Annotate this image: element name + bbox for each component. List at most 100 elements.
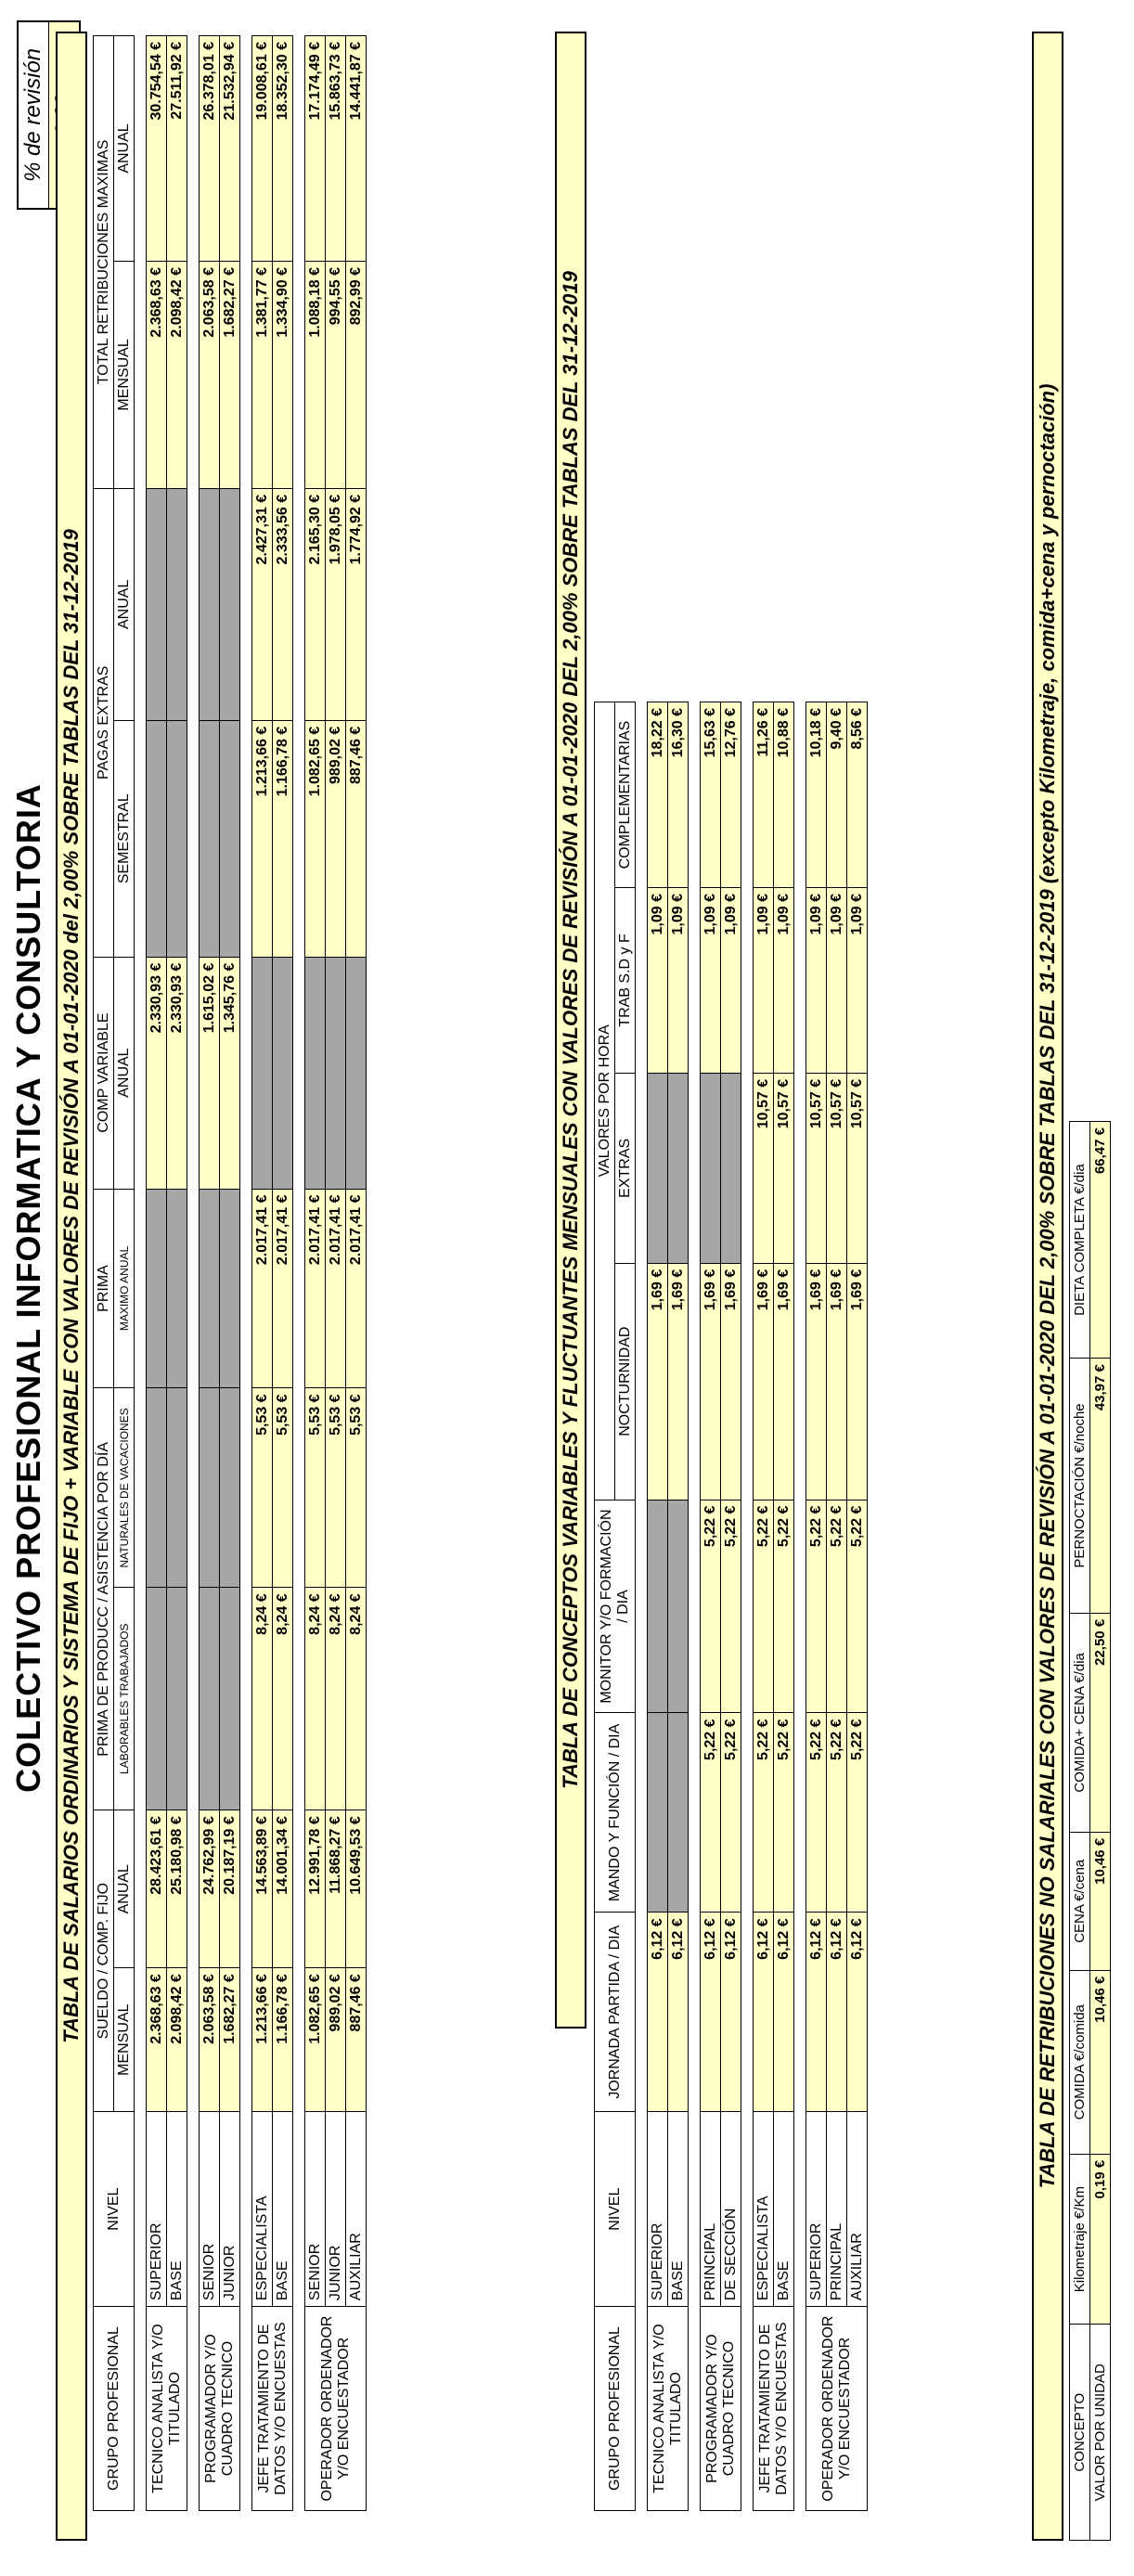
- t1-cell-nat: 5,53 €: [251, 1387, 273, 1588]
- t1-cell-tot_anual: 19.008,61 €: [251, 35, 273, 262]
- t1-h-total: TOTAL RETRIBUCIONES MAXIMAS: [93, 35, 114, 489]
- t1-cell-mensual: 2.098,42 €: [166, 1967, 187, 2112]
- t1-cell-tot_mensual: 892,99 €: [345, 261, 367, 489]
- t1-h-comp-anual: ANUAL: [113, 957, 135, 1190]
- t1-cell-mensual: 2.368,63 €: [146, 1967, 167, 2112]
- t1-h-mensual: MENSUAL: [113, 1967, 135, 2112]
- t1-cell-anual: 20.187,19 €: [219, 1810, 240, 1968]
- table-row: JEFE TRATAMIENTO DE DATOS Y/O ENCUESTAS E…: [251, 35, 293, 2511]
- t1-cell-mensual: 1.082,65 €: [304, 1967, 326, 2112]
- t1-cell-sem: 1.166,78 €: [272, 720, 293, 958]
- t2-nivel: ESPECIALISTA: [753, 2111, 774, 2307]
- t1-group-name: JEFE TRATAMIENTO DE DATOS Y/O ENCUESTAS: [251, 2306, 293, 2511]
- t3-label: CONCEPTO: [1069, 2324, 1090, 2541]
- t2-group-name: JEFE TRATAMIENTO DE DATOS Y/O ENCUESTAS: [753, 2306, 794, 2511]
- t1-cell-tot_anual: 17.174,49 €: [304, 35, 326, 262]
- t1-cell-nat: 5,53 €: [272, 1387, 293, 1588]
- t1-cell-anual: 12.991,78 €: [304, 1810, 326, 1968]
- t2-cell-comp: 18,22 €: [647, 702, 668, 888]
- table1-title: TABLA DE SALARIOS ORDINARIOS Y SISTEMA D…: [56, 32, 87, 2541]
- t1-cell-tot_mensual: 994,55 €: [325, 261, 346, 489]
- t1-cell-empty: [325, 957, 346, 1190]
- t1-cell-comp: 2.330,93 €: [166, 957, 187, 1190]
- t1-cell-mensual: 1.682,27 €: [219, 1967, 240, 2112]
- t2-cell-mando: 5,22 €: [773, 1712, 794, 1913]
- t3-label: CENA €/cena: [1069, 1832, 1090, 1971]
- t1-group-name: OPERADOR ORDENADOR Y/O ENCUESTADOR: [304, 2306, 367, 2511]
- t1-cell-nat: 5,53 €: [325, 1387, 346, 1588]
- t1-h-anual: ANUAL: [113, 1810, 135, 1968]
- t1-cell-empty: [146, 1189, 167, 1388]
- t2-cell-jornada: 6,12 €: [667, 1912, 689, 2112]
- t2-h-jornada: JORNADA PARTIDA / DIA: [594, 1912, 636, 2112]
- t2-cell-monitor: 5,22 €: [773, 1500, 794, 1713]
- table-row: TECNICO ANALISTA Y/O TITULADO SUPERIOR 6,1…: [647, 702, 689, 2511]
- t1-cell-empty: [146, 1587, 167, 1810]
- t1-cell-prima: 2.017,41 €: [272, 1189, 293, 1388]
- t2-cell-extras: 10,57 €: [826, 1073, 847, 1264]
- t1-nivel: JUNIOR: [325, 2111, 346, 2307]
- t1-cell-comp: 1.615,02 €: [199, 957, 220, 1190]
- t2-cell-noct: 1,69 €: [753, 1263, 774, 1501]
- t2-cell-jornada: 6,12 €: [826, 1912, 847, 2112]
- t1-cell-pag_anual: 2.427,31 €: [251, 488, 273, 721]
- t1-cell-tot_mensual: 2.063,58 €: [199, 261, 220, 489]
- table2-title: TABLA DE CONCEPTOS VARIABLES Y FLUCTUANT…: [555, 32, 586, 2029]
- t3-value: 10,46 €: [1089, 1970, 1111, 2155]
- t1-cell-lab: 8,24 €: [345, 1587, 367, 1810]
- t2-cell-monitor: 5,22 €: [720, 1500, 741, 1713]
- t1-cell-mensual: 1.213,66 €: [251, 1967, 273, 2112]
- t2-cell-jornada: 6,12 €: [720, 1912, 741, 2112]
- t2-cell-comp: 15,63 €: [700, 702, 721, 888]
- table-row: BASE 1.166,78 €14.001,34 €8,24 €5,53 €2.0…: [272, 35, 293, 2511]
- t1-cell-prima: 2.017,41 €: [325, 1189, 346, 1388]
- t1-cell-mensual: 1.166,78 €: [272, 1967, 293, 2112]
- non-salary-table: CONCEPTO Kilometraje €/Km COMIDA €/comida C…: [1069, 1121, 1111, 2541]
- t2-cell-noct: 1,69 €: [647, 1263, 668, 1501]
- t1-nivel: SUPERIOR: [146, 2111, 167, 2307]
- t3-label: COMIDA+ CENA €/dia: [1069, 1613, 1090, 1833]
- t2-cell-jornada: 6,12 €: [700, 1912, 721, 2112]
- t1-cell-tot_mensual: 2.368,63 €: [146, 261, 167, 489]
- t1-cell-tot_mensual: 2.098,42 €: [166, 261, 187, 489]
- t2-nivel: BASE: [667, 2111, 689, 2307]
- t2-cell-jornada: 6,12 €: [846, 1912, 868, 2112]
- table-row: BASE 6,12 €5,22 €5,22 €1,69 €10,57 €1,09 …: [773, 702, 794, 2511]
- t1-h-pagas-anual: ANUAL: [113, 488, 135, 721]
- table-row: BASE 2.098,42 €25.180,98 €2.330,93 €2.098…: [166, 35, 187, 2511]
- t1-h-maximo: MAXIMO ANUAL: [113, 1189, 135, 1388]
- t1-h-nivel: NIVEL: [93, 2111, 135, 2307]
- table-row: OPERADOR ORDENADOR Y/O ENCUESTADOR SENIOR…: [304, 35, 367, 2511]
- t2-cell-extras: 10,57 €: [773, 1073, 794, 1264]
- t2-cell-extras: 10,57 €: [753, 1073, 774, 1264]
- t1-cell-tot_anual: 30.754,54 €: [146, 35, 167, 262]
- t2-cell-empty: [647, 1712, 668, 1913]
- t1-cell-empty: [166, 720, 187, 958]
- t1-cell-empty: [146, 1387, 167, 1588]
- t1-cell-prima: 2.017,41 €: [304, 1189, 326, 1388]
- t1-cell-empty: [304, 957, 326, 1190]
- t2-cell-empty: [700, 1073, 721, 1264]
- t1-cell-empty: [166, 1189, 187, 1388]
- t2-cell-trab: 1,09 €: [647, 887, 668, 1074]
- t1-cell-nat: 5,53 €: [304, 1387, 326, 1588]
- t2-cell-monitor: 5,22 €: [805, 1500, 827, 1713]
- t2-cell-monitor: 5,22 €: [700, 1500, 721, 1713]
- t3-value: 0,19 €: [1089, 2154, 1111, 2325]
- t2-cell-trab: 1,09 €: [667, 887, 689, 1074]
- t2-cell-mando: 5,22 €: [753, 1712, 774, 1913]
- t1-cell-pag_anual: 2.333,56 €: [272, 488, 293, 721]
- t1-cell-comp: 1.345,76 €: [219, 957, 240, 1190]
- t2-h-grupo: GRUPO PROFESIONAL: [594, 2306, 636, 2511]
- t1-cell-anual: 11.868,27 €: [325, 1810, 346, 1968]
- t1-cell-anual: 28.423,61 €: [146, 1810, 167, 1968]
- t1-cell-anual: 25.180,98 €: [166, 1810, 187, 1968]
- t1-nivel: JUNIOR: [219, 2111, 240, 2307]
- t2-cell-noct: 1,69 €: [720, 1263, 741, 1501]
- t2-cell-noct: 1,69 €: [805, 1263, 827, 1501]
- t2-cell-empty: [667, 1712, 689, 1913]
- t2-cell-noct: 1,69 €: [700, 1263, 721, 1501]
- t3-value: 43,97 €: [1089, 1358, 1111, 1614]
- t3-value: 66,47 €: [1089, 1121, 1111, 1359]
- t1-h-prima-produc: PRIMA DE PRODUCC / ASISTENCIA POR DÍA: [93, 1387, 114, 1810]
